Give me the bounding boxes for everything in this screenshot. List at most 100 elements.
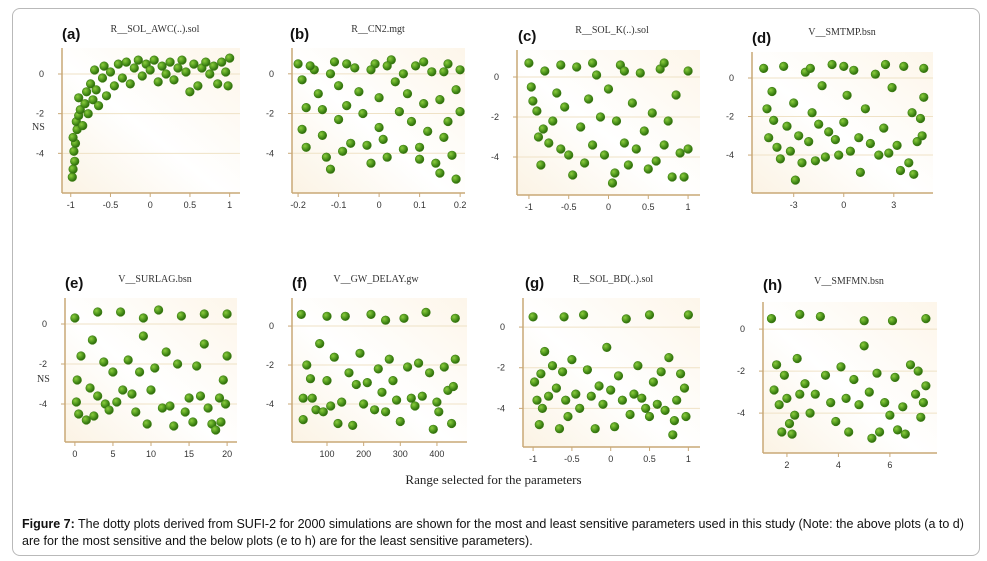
data-point xyxy=(199,339,209,349)
data-point xyxy=(366,309,376,320)
panel-letter-f: (f) xyxy=(292,275,307,292)
data-point xyxy=(203,403,213,413)
x-tick-label: 2 xyxy=(784,460,789,470)
data-point xyxy=(188,417,198,427)
data-point xyxy=(839,61,849,72)
data-point xyxy=(78,120,88,131)
data-point xyxy=(540,66,550,76)
data-point xyxy=(70,156,80,166)
data-point xyxy=(904,158,914,168)
data-point xyxy=(129,63,139,73)
data-point xyxy=(800,379,810,389)
data-point xyxy=(337,397,347,407)
panel-title-g: R__SOL_BD(..).sol xyxy=(572,274,654,285)
data-point xyxy=(575,403,585,414)
data-point xyxy=(810,389,820,399)
data-point xyxy=(826,398,836,408)
y-tick-label: -2 xyxy=(266,360,274,370)
data-point xyxy=(885,410,895,420)
data-point xyxy=(180,407,190,417)
data-point xyxy=(377,387,387,397)
data-point xyxy=(317,104,328,115)
data-point xyxy=(157,403,167,413)
data-point xyxy=(771,360,782,370)
data-point xyxy=(85,383,95,393)
data-point xyxy=(548,116,558,126)
x-tick-label: 0 xyxy=(148,200,153,210)
data-point xyxy=(68,164,78,174)
panel-letter-a: (a) xyxy=(62,26,81,43)
data-point xyxy=(448,381,459,392)
data-point xyxy=(419,57,429,67)
data-point xyxy=(671,90,681,100)
data-point xyxy=(199,309,209,319)
data-point xyxy=(557,367,568,377)
data-point xyxy=(381,407,391,417)
data-point xyxy=(643,164,653,174)
x-tick-label: 400 xyxy=(429,449,444,459)
panel-letter-g: (g) xyxy=(525,275,545,292)
data-point xyxy=(435,168,445,178)
data-point xyxy=(209,61,219,71)
data-point xyxy=(93,307,103,317)
data-point xyxy=(447,418,457,429)
data-point xyxy=(824,127,834,137)
data-point xyxy=(554,424,565,434)
data-point xyxy=(571,389,581,399)
y-tick-label: -4 xyxy=(726,150,734,160)
data-point xyxy=(211,425,221,435)
y-tick-label: -2 xyxy=(497,363,505,373)
data-point xyxy=(318,407,328,417)
y-tick-label: -2 xyxy=(266,109,274,119)
data-point xyxy=(423,126,433,136)
data-point xyxy=(598,399,608,409)
data-point xyxy=(173,359,183,369)
panel-a: 0 -2 -4 -1 -0.5 0 0.5 1 xyxy=(36,48,240,210)
x-axis-caption: Range selected for the parameters xyxy=(405,472,582,487)
panel-b: 0 -2 -4 -0.2 -0.1 0 0.1 0.2 xyxy=(266,48,466,210)
x-tick-label: 5 xyxy=(110,449,115,459)
data-point xyxy=(660,405,670,416)
data-point xyxy=(414,358,424,368)
data-point xyxy=(118,385,128,395)
data-point xyxy=(683,66,693,76)
data-point xyxy=(177,55,187,65)
x-tick-label: -0.5 xyxy=(564,454,580,464)
data-point xyxy=(830,135,841,145)
data-point xyxy=(683,310,694,320)
data-point xyxy=(348,420,358,431)
data-point xyxy=(105,67,116,77)
data-point xyxy=(652,399,662,409)
data-point xyxy=(782,121,792,131)
caption-label: Figure 7: xyxy=(22,517,75,531)
data-point xyxy=(625,409,635,420)
data-point xyxy=(394,106,405,117)
y-tick-label: -2 xyxy=(726,112,734,122)
data-point xyxy=(855,167,866,177)
data-point xyxy=(366,158,376,168)
data-point xyxy=(89,65,100,75)
y-tick-label: 0 xyxy=(740,324,745,334)
data-point xyxy=(149,55,159,65)
data-point xyxy=(399,313,409,323)
data-point xyxy=(451,85,461,95)
data-point xyxy=(370,405,380,415)
data-point xyxy=(218,375,228,385)
data-point xyxy=(613,371,624,381)
data-point xyxy=(672,395,682,405)
data-point xyxy=(540,346,550,357)
panel-f: 0 -2 -4 100 200 300 400 xyxy=(266,298,467,459)
data-point xyxy=(919,63,929,73)
data-point xyxy=(305,374,316,384)
data-point xyxy=(659,58,669,68)
data-point xyxy=(563,411,573,422)
data-point xyxy=(434,407,444,417)
x-tick-label: 1 xyxy=(686,454,691,464)
y-tick-label: 0 xyxy=(269,69,274,79)
data-point xyxy=(133,55,143,65)
data-point xyxy=(354,87,364,97)
data-point xyxy=(602,342,612,353)
data-point xyxy=(865,138,876,149)
panel-letter-h: (h) xyxy=(763,277,783,294)
